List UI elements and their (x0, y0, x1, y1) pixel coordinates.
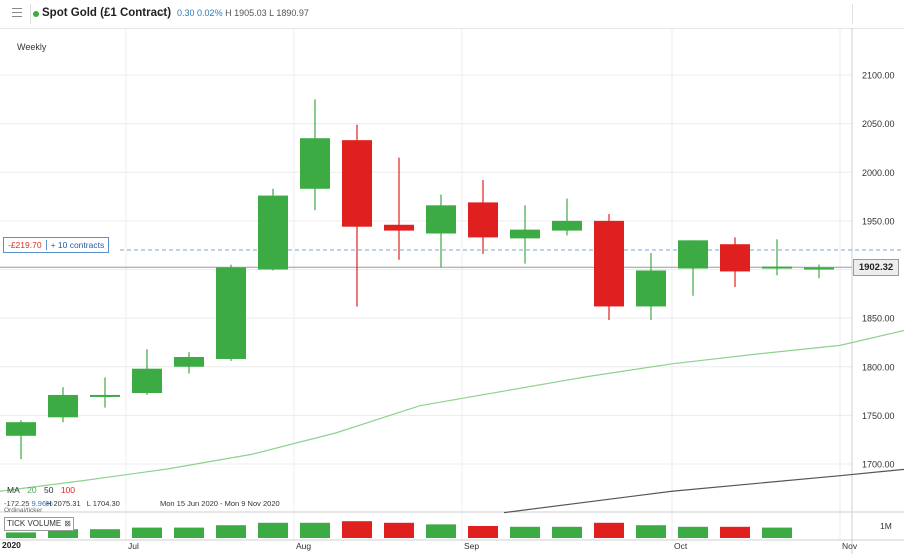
header-divider (30, 4, 31, 24)
volume-panel-title: TICK VOLUME (7, 519, 62, 528)
volume-bar (762, 527, 792, 538)
volume-bar (342, 521, 372, 538)
ma-legend-50[interactable]: 50 (43, 485, 54, 495)
volume-axis-label: 1M (880, 521, 892, 531)
readout-sub: Ordinal/ticker (4, 507, 43, 514)
period-label[interactable]: Weekly (17, 42, 47, 52)
volume-bar (216, 525, 246, 538)
readout-high: H 2075.31 (46, 499, 81, 508)
candle-up (6, 422, 36, 436)
chart-grid (0, 28, 904, 554)
volume-bar (594, 522, 624, 538)
instrument-title[interactable]: Spot Gold (£1 Contract) (42, 7, 172, 19)
candle-up (300, 138, 330, 189)
readout-low: L 1704.30 (86, 499, 120, 508)
ma20-line (0, 329, 904, 492)
readout-change-pct: 9.96% (31, 499, 53, 508)
volume-bars (6, 521, 792, 538)
candle-up (174, 357, 204, 367)
candle-up (48, 394, 78, 418)
candle-up (804, 267, 834, 270)
order-tag[interactable]: -£219.70 + 10 contracts (3, 237, 110, 253)
candle-up (216, 267, 246, 359)
volume-bar (6, 532, 36, 538)
candle-up (636, 270, 666, 307)
session-high: H 1905.03 (225, 8, 267, 18)
candle-down (594, 220, 624, 307)
time-axis: Jul Aug Sep Oct Nov (128, 541, 858, 551)
header-right-divider (852, 4, 853, 24)
menu-icon[interactable] (12, 8, 22, 17)
readout-change-value: -172.25 (4, 499, 30, 508)
candle-up (678, 240, 708, 269)
y-tick-label: 2050.00 (862, 119, 895, 129)
candle-up (762, 266, 792, 269)
volume-bar (636, 525, 666, 538)
candle-up (258, 195, 288, 270)
candles (6, 99, 834, 460)
volume-bar (90, 529, 120, 538)
volume-bar (678, 526, 708, 538)
volume-bar (384, 522, 414, 538)
candle-up (552, 220, 582, 231)
volume-bar (468, 526, 498, 538)
chevron-down-icon[interactable]: ⌄ (157, 7, 167, 19)
y-tick-label: 1800.00 (862, 362, 895, 372)
readout-ohlc: H 2075.31 L 1704.30 (46, 499, 124, 508)
y-tick-label: 2100.00 (862, 71, 895, 81)
moving-averages (0, 329, 904, 514)
year-label: 2020 (2, 540, 21, 550)
volume-bar (552, 526, 582, 538)
candle-up (132, 368, 162, 394)
chart-header: Spot Gold (£1 Contract) ⌄ 0.30 0.02% H 1… (0, 0, 904, 29)
ma-legend-prefix: MA (7, 485, 20, 495)
y-tick-label: 1750.00 (862, 411, 895, 421)
y-tick-label: 2000.00 (862, 168, 895, 178)
candle-up (510, 229, 540, 239)
x-tick-label: Aug (296, 541, 311, 551)
candle-up (90, 394, 120, 397)
session-low: L 1890.97 (269, 8, 309, 18)
readout-change: -172.25 9.96% (4, 499, 53, 508)
volume-bar (174, 527, 204, 538)
volume-bar (426, 524, 456, 538)
readout-date-range: Mon 15 Jun 2020 - Mon 9 Nov 2020 (160, 499, 280, 508)
candle-down (720, 244, 750, 272)
ma-legend[interactable]: MA 20 50 100 (7, 485, 80, 495)
candle-down (342, 140, 372, 227)
x-tick-label: Jul (128, 541, 139, 551)
candle-up (426, 205, 456, 234)
y-tick-label: 1700.00 (862, 460, 895, 470)
x-tick-label: Nov (842, 541, 858, 551)
close-icon[interactable]: ⊠ (64, 519, 71, 528)
volume-bar (132, 527, 162, 538)
volume-bar (720, 526, 750, 538)
y-tick-label: 1950.00 (862, 216, 895, 226)
x-tick-label: Sep (464, 541, 479, 551)
x-tick-label: Oct (674, 541, 688, 551)
volume-bar (258, 522, 288, 538)
order-pnl: -£219.70 (4, 240, 47, 250)
volume-bar (510, 526, 540, 538)
price-change: 0.30 (177, 8, 195, 18)
price-quote: 0.30 0.02% H 1905.03 L 1890.97 (177, 8, 309, 18)
volume-bar (48, 529, 78, 538)
market-open-indicator (33, 11, 39, 17)
ma-legend-20[interactable]: 20 (27, 485, 37, 495)
ma-legend-100[interactable]: 100 (60, 485, 75, 495)
candle-down (468, 202, 498, 238)
ma50-line (503, 468, 904, 514)
order-contracts: + 10 contracts (50, 240, 105, 250)
volume-bar (300, 522, 330, 538)
last-price-tag: 1902.32 (853, 259, 899, 276)
y-tick-label: 1850.00 (862, 314, 895, 324)
volume-panel-label[interactable]: TICK VOLUME ⊠ (4, 517, 74, 531)
candle-down (384, 224, 414, 231)
price-change-pct: 0.02% (197, 8, 223, 18)
